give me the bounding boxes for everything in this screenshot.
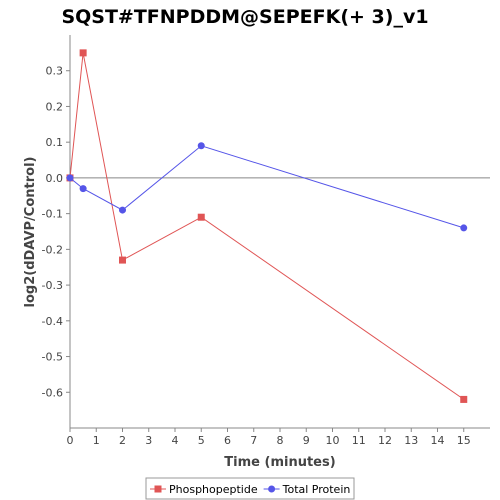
- x-tick-label: 6: [224, 434, 231, 447]
- x-tick-label: 15: [457, 434, 471, 447]
- y-tick-label: 0.2: [46, 100, 64, 113]
- x-tick-label: 3: [145, 434, 152, 447]
- data-point-total-protein: [79, 185, 87, 193]
- x-tick-label: 2: [119, 434, 126, 447]
- legend-label-phosphopeptide: Phosphopeptide: [169, 483, 258, 496]
- series-line-total-protein: [69, 145, 464, 229]
- x-tick-label: 5: [198, 434, 205, 447]
- series-group: [66, 49, 468, 403]
- data-point-phosphopeptide: [460, 395, 468, 403]
- x-tick-label: 8: [277, 434, 284, 447]
- legend: Phosphopeptide Total Protein: [145, 477, 355, 500]
- y-tick-label: 0.0: [46, 172, 64, 185]
- y-tick-label: -0.3: [42, 279, 63, 292]
- x-tick-label: 10: [326, 434, 340, 447]
- x-tick-label: 12: [378, 434, 392, 447]
- series-line-phosphopeptide: [69, 52, 465, 400]
- x-tick-label: 7: [250, 434, 257, 447]
- y-axis-label: log2(dDAVP/Control): [23, 157, 38, 308]
- y-axis-ticks: 0.3 0.2 0.1 0.0 -0.1 -0.2 -0.3 -0.4 -0.5 -0.6: [42, 65, 70, 399]
- data-point-phosphopeptide: [79, 49, 87, 57]
- x-tick-label: 4: [172, 434, 179, 447]
- series-total-protein: [66, 142, 468, 232]
- legend-item-phosphopeptide: Phosphopeptide: [150, 483, 258, 496]
- legend-item-total-protein: Total Protein: [263, 483, 351, 496]
- series-phosphopeptide: [66, 49, 468, 403]
- x-tick-label: 14: [431, 434, 445, 447]
- legend-marker-total-protein: [268, 485, 276, 493]
- x-tick-label: 11: [352, 434, 366, 447]
- y-tick-label: -0.1: [42, 208, 63, 221]
- legend-box: [145, 477, 355, 500]
- data-point-phosphopeptide: [119, 256, 126, 264]
- y-tick-label: -0.2: [42, 243, 63, 256]
- x-axis-label: Time (minutes): [224, 455, 335, 470]
- data-point-total-protein: [460, 224, 468, 232]
- y-tick-label: 0.3: [46, 65, 64, 78]
- data-point-phosphopeptide: [197, 213, 205, 221]
- plot-area: [69, 35, 490, 429]
- legend-marker-phosphopeptide: [154, 485, 162, 493]
- y-tick-label: -0.4: [42, 315, 63, 328]
- x-tick-label: 1: [93, 434, 100, 447]
- x-axis-ticks: 0 1 2 3 4 5 6 7 8 9 10 11 12 13 14 15: [67, 428, 471, 447]
- chart-title: SQST#TFNPDDM@SEPEFK(+ 3)_v1: [61, 6, 428, 28]
- x-tick-label: 9: [303, 434, 310, 447]
- legend-label-total-protein: Total Protein: [282, 483, 351, 496]
- data-point-total-protein: [66, 174, 74, 182]
- y-tick-label: 0.1: [46, 136, 64, 149]
- data-point-total-protein: [197, 142, 205, 150]
- y-tick-label: -0.5: [42, 351, 63, 364]
- x-tick-label: 0: [67, 434, 74, 447]
- x-tick-label: 13: [404, 434, 418, 447]
- data-point-total-protein: [119, 206, 126, 214]
- y-tick-label: -0.6: [42, 386, 63, 399]
